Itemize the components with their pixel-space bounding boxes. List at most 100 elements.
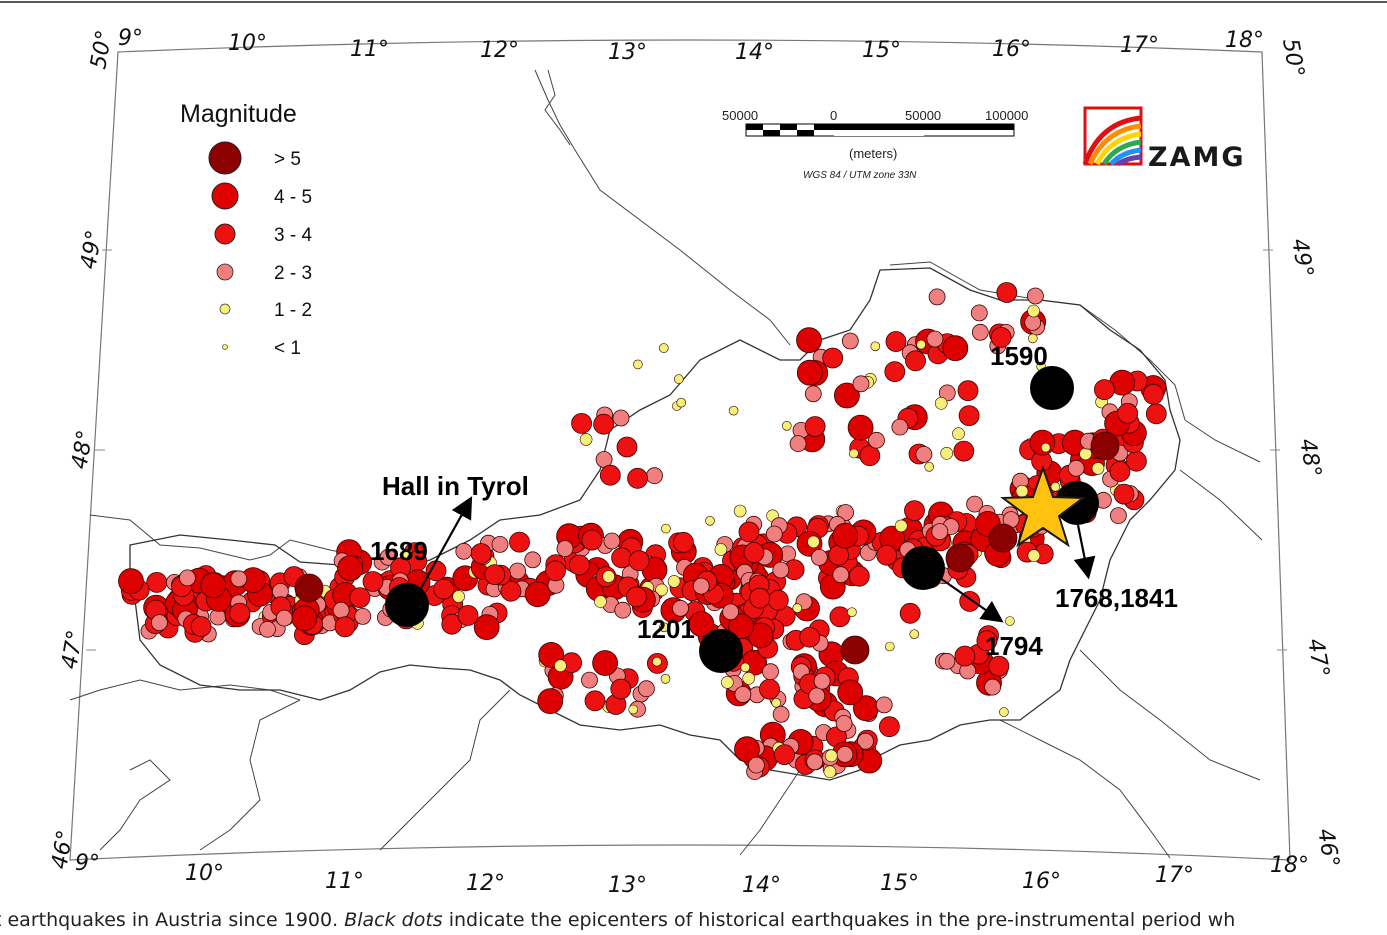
legend-swatch-lt1 [222, 344, 228, 350]
epicenter-dot [958, 405, 980, 427]
epicenter-dot [1090, 431, 1120, 461]
epicenter-dot [581, 671, 598, 689]
epicenter-dot [804, 416, 826, 437]
epicenter-dot [569, 554, 590, 576]
epicenter-dot [957, 380, 979, 402]
epicenter-dot [742, 671, 756, 685]
epicenter-dot [938, 652, 956, 670]
lon-label-top-9: 18° [1225, 28, 1264, 53]
figure-caption: t earthquakes in Austria since 1900. Bla… [0, 907, 1387, 935]
epicenter-dot [940, 446, 954, 460]
epicenter-dot [841, 332, 859, 350]
epicenter-dot [452, 590, 465, 603]
epicenter-dot [792, 603, 803, 614]
magnitude-legend: Magnitude > 5 4 - 5 3 - 4 2 - 3 1 - 2 < … [180, 100, 312, 359]
epicenter-dot [999, 707, 1009, 717]
epicenter-dot [722, 603, 739, 621]
epicenter-dot [524, 581, 551, 608]
epicenter-dot [748, 756, 765, 774]
lat-label-right-0: 50° [1277, 37, 1308, 80]
lat-label-left-3: 47° [57, 628, 88, 671]
epicenter-dot [652, 656, 662, 667]
epicenter-dot [611, 547, 632, 569]
scale-tick-2: 50000 [905, 108, 941, 123]
historical-dot-1794 [901, 546, 945, 590]
epicenter-dot [891, 418, 909, 436]
epicenter-dot [808, 687, 826, 705]
epicenter-dot [537, 688, 564, 714]
epicenter-dot [484, 564, 506, 585]
lat-label-right-4: 46° [1312, 827, 1343, 870]
epicenter-dot [1094, 379, 1115, 401]
epicenter-dot [616, 436, 638, 458]
legend-swatch-4-5 [211, 182, 239, 210]
epicenter-dot [433, 578, 455, 600]
epicenter-dot [879, 716, 900, 738]
lon-label-top-2: 11° [350, 37, 389, 62]
epicenter-dot [354, 608, 372, 625]
legend-label-3-4: 3 - 4 [274, 225, 312, 246]
epicenter-dot [602, 570, 615, 583]
epicenter-dot [556, 540, 574, 557]
epicenter-dot [823, 765, 837, 779]
epicenter-dot [628, 550, 650, 572]
epicenter-dot [885, 331, 907, 352]
epicenter-dot [672, 599, 689, 617]
country-borders [69, 69, 1263, 859]
scale-tick-0: 50000 [722, 108, 758, 123]
epicenter-dot [772, 561, 790, 579]
legend-label-4-5: 4 - 5 [274, 187, 312, 208]
lon-label-bottom-4: 13° [608, 873, 647, 898]
epicenter-dot [847, 607, 857, 618]
epicenter-dot [705, 515, 715, 526]
epicenter-dot [938, 384, 956, 402]
label-1590: 1590 [990, 341, 1048, 371]
epicenter-dot [545, 560, 566, 582]
epicenter-dot [332, 601, 350, 619]
lon-labels-bottom: 9° 10° 11° 12° 13° 14° 15° 16° 17° 18° [75, 851, 1309, 898]
epicenter-dot [984, 678, 1001, 696]
epicenter-dot [806, 753, 824, 771]
epicenter-dot [1067, 459, 1085, 477]
epicenter-dot [628, 704, 639, 715]
epicenter-dot [455, 542, 473, 560]
epicenter-dot [931, 523, 949, 540]
epicenter-dot [926, 330, 944, 348]
epicenter-dot [909, 629, 920, 640]
lon-label-bottom-2: 11° [325, 869, 364, 894]
label-1689: 1689 [370, 536, 428, 566]
epicenter-dot [1027, 304, 1040, 318]
epicenter-dot [626, 586, 647, 608]
epicenter-dot [1027, 287, 1044, 305]
legend-swatch-gt5 [208, 141, 242, 175]
epicenter-dot [118, 568, 144, 594]
epicenter-dot [594, 595, 607, 608]
epicenter-dot [832, 522, 859, 549]
epicenter-dot [659, 622, 669, 633]
epicenter-dots [118, 282, 1167, 780]
epicenter-dot [524, 551, 542, 569]
epicenter-dot [655, 583, 668, 597]
epicenter-dot [349, 587, 371, 608]
epicenter-dot [470, 543, 492, 564]
lat-label-left-0: 50° [86, 28, 117, 71]
epicenter-dot [1109, 461, 1131, 482]
epicenter-dot [767, 589, 789, 611]
epicenter-dot [743, 542, 765, 563]
lon-label-bottom-5: 14° [742, 873, 781, 898]
lon-label-top-8: 17° [1120, 33, 1159, 58]
epicenter-dot [1145, 403, 1167, 425]
arrow-hall [419, 496, 473, 591]
lat-labels-right: 50° 49° 48° 47° 46° [1277, 37, 1343, 870]
epicenter-dot [603, 532, 621, 550]
epicenter-dot [837, 504, 854, 521]
epicenter-dot [1143, 383, 1164, 405]
legend-label-gt5: > 5 [274, 149, 301, 170]
epicenter-dot [772, 705, 790, 723]
epicenter-dot [584, 690, 606, 712]
epicenter-dot [847, 414, 874, 441]
epicenter-dot [813, 672, 831, 690]
epicenter-dot [200, 572, 227, 599]
legend-swatch-2-3 [216, 263, 234, 281]
